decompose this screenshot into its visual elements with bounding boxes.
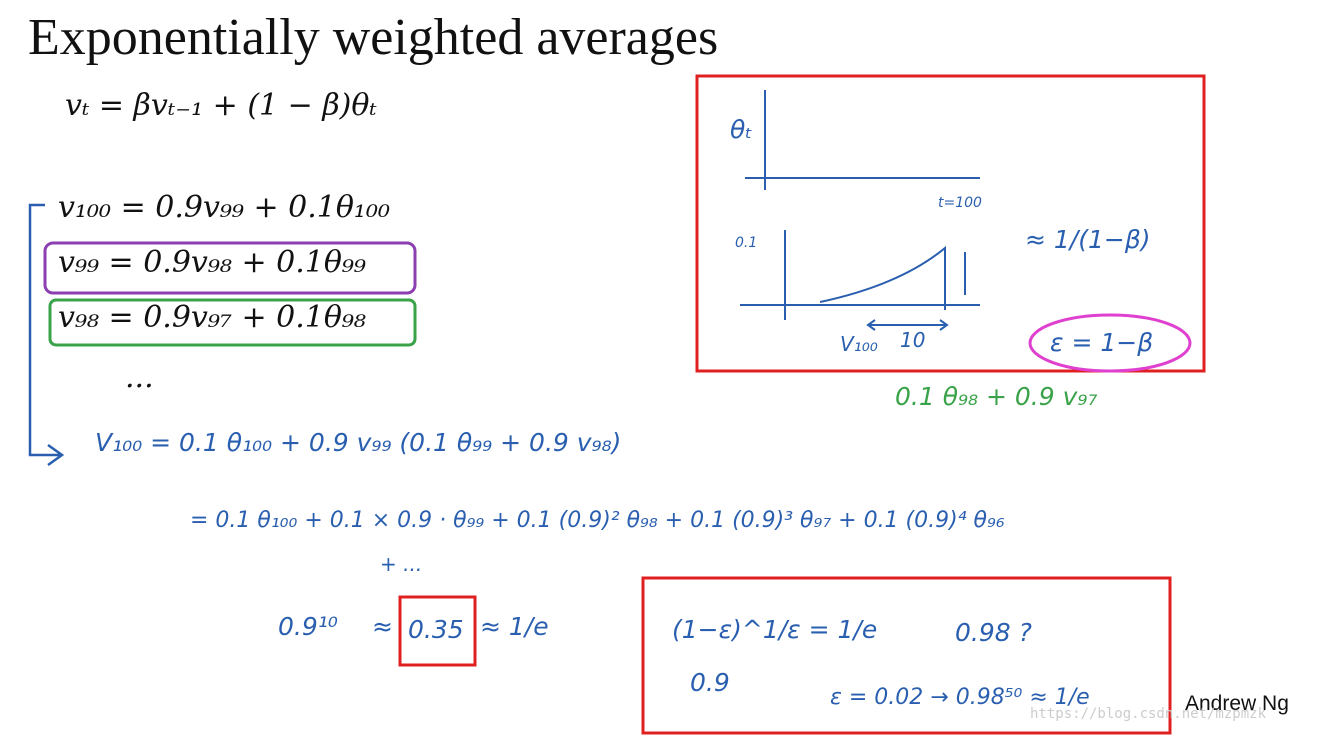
- graph-label: ε = 1−β: [1050, 328, 1154, 357]
- window-arrow: [866, 319, 949, 331]
- bracket-arrow: [28, 203, 65, 467]
- graph-label: ≈ 1/(1−β): [1025, 225, 1151, 254]
- step: v₉₈ = 0.9v₉₇ + 0.1θ₉₈: [58, 300, 366, 335]
- note: ≈: [372, 612, 393, 641]
- graph-box: [695, 74, 1206, 373]
- title: Exponentially weighted averages: [28, 9, 719, 66]
- graph-label: 0.1: [735, 235, 758, 251]
- step: v₁₀₀ = 0.9v₉₉ + 0.1θ₁₀₀: [58, 190, 391, 225]
- note: = 0.1 θ₁₀₀ + 0.1 × 0.9 · θ₉₉ + 0.1 (0.9)…: [190, 508, 1005, 533]
- graph-label: θₜ: [730, 115, 753, 144]
- note: + ...: [380, 552, 423, 576]
- formula: vₜ = βvₜ₋₁ + (1 − β)θₜ: [65, 88, 377, 123]
- purple-box: [43, 241, 417, 295]
- graph-label: V₁₀₀: [840, 332, 878, 356]
- note: ≈ 1/e: [480, 612, 549, 641]
- watermark: https://blog.csdn.net/mzpmzk: [1030, 706, 1267, 722]
- value-box: [398, 595, 477, 667]
- note: 0.9: [690, 668, 730, 697]
- note: (1−ε)^1/ε = 1/e: [672, 615, 878, 644]
- footer: Andrew Ng: [1185, 692, 1289, 715]
- graph-label: t=100: [938, 195, 982, 211]
- graph-axes: [740, 90, 980, 320]
- note: 0.1 θ₉₈ + 0.9 v₉₇: [895, 382, 1098, 411]
- green-box: [48, 298, 417, 347]
- note: V₁₀₀ = 0.1 θ₁₀₀ + 0.9 v₉₉ (0.1 θ₉₉ + 0.9…: [95, 428, 622, 457]
- note: 0.98 ?: [955, 618, 1032, 647]
- step: ...: [125, 360, 154, 395]
- epsilon-ellipse: [1028, 313, 1192, 373]
- step: v₉₉ = 0.9v₉₈ + 0.1θ₉₉: [58, 245, 366, 280]
- graph-label: 10: [900, 328, 926, 352]
- note: 0.9¹⁰: [278, 612, 338, 641]
- limit-box: [641, 576, 1172, 735]
- note: 0.35: [408, 615, 464, 644]
- note: ε = 0.02 → 0.98⁵⁰ ≈ 1/e: [830, 685, 1090, 710]
